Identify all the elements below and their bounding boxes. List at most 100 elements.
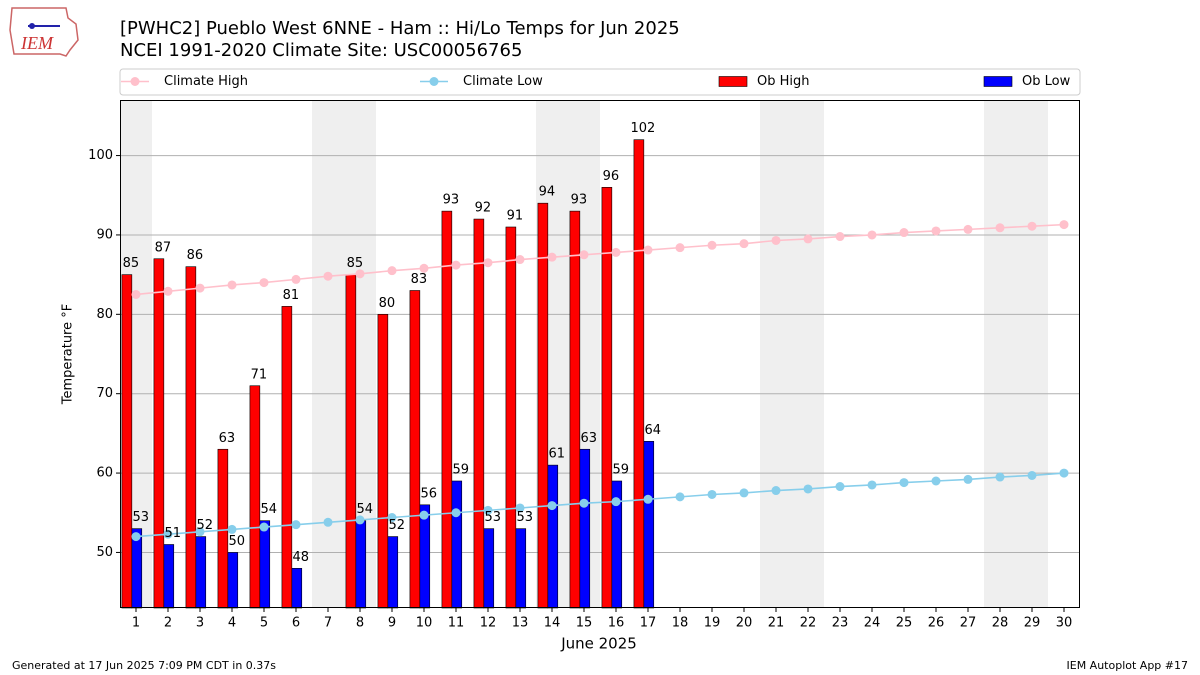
data-label: 85 [123,256,140,271]
bar [633,139,645,609]
chart-subtitle: NCEI 1991-2020 Climate Site: USC00056765 [120,40,522,61]
line-marker [355,269,365,279]
line-marker [867,230,877,240]
line-marker [931,226,941,236]
x-tick-label: 18 [672,616,689,631]
x-tick-label: 8 [356,616,364,631]
bar [355,520,367,609]
line-marker [1059,220,1069,230]
line-marker [515,503,525,513]
data-label: 96 [603,169,620,184]
bar [163,544,175,609]
y-tick-label: 70 [96,386,113,401]
bar [579,448,591,609]
logo-outline [9,7,79,57]
logo: IEM [9,7,79,57]
line-marker [995,472,1005,482]
line-marker [483,505,493,515]
data-label: 85 [347,256,364,271]
line-marker [387,513,397,523]
x-tick-label: 23 [832,616,849,631]
y-tick-label: 100 [88,148,113,163]
x-tick-label: 17 [640,616,657,631]
x-tick-label: 19 [704,616,721,631]
line-marker [195,527,205,537]
x-tick-label: 7 [324,616,332,631]
data-label: 81 [283,288,300,303]
line-marker [483,258,493,268]
data-label: 53 [133,510,150,525]
data-label: 61 [549,447,566,462]
logo-text: IEM [20,33,54,53]
line-marker [131,532,141,542]
line-marker [643,494,653,504]
line-marker [547,501,557,511]
bar [185,266,197,609]
data-label: 48 [293,550,310,565]
data-label: 53 [517,510,534,525]
bar [409,290,421,609]
x-tick-label: 14 [544,616,561,631]
line-marker [675,492,685,502]
line-marker [227,524,237,534]
legend-marker [130,77,140,86]
line-marker [675,243,685,253]
line-marker [259,278,269,288]
line-marker [963,224,973,234]
line-marker [707,489,717,499]
line-marker [227,280,237,290]
legend [119,68,1081,96]
x-tick-label: 2 [164,616,172,631]
bar [377,314,389,609]
data-label: 86 [187,248,204,263]
line-marker [163,286,173,296]
data-label: 51 [165,526,182,541]
line-marker [611,247,621,257]
bar [259,520,271,609]
weekend-shade [984,100,1016,608]
weekend-shade [1016,100,1048,608]
line-marker [1027,221,1037,231]
bar [441,210,453,609]
data-label: 59 [453,463,470,478]
bar [419,504,431,609]
line-marker [1059,468,1069,478]
x-tick-label: 22 [800,616,817,631]
plot-frame [120,100,1080,608]
data-label: 54 [261,502,278,517]
bar [451,480,463,609]
line-marker [163,529,173,539]
legend-swatch [718,76,748,87]
line-marker [739,488,749,498]
legend-label: Climate High [164,74,248,89]
data-label: 53 [485,510,502,525]
bar [505,226,517,609]
line-marker [611,497,621,507]
data-label: 71 [251,367,268,382]
bar [217,448,229,609]
bar [121,274,133,609]
data-label: 54 [357,502,374,517]
bar [153,258,165,609]
line [135,223,1065,296]
bar [387,536,399,609]
x-tick-label: 27 [960,616,977,631]
x-tick-label: 21 [768,616,785,631]
line [135,472,1065,538]
data-label: 63 [581,431,598,446]
footer-right: IEM Autoplot App #17 [1067,659,1189,672]
data-label: 56 [421,486,438,501]
line-marker [995,223,1005,233]
data-label: 94 [539,185,556,200]
line-marker [579,498,589,508]
weekend-shade [792,100,824,608]
line-marker [803,484,813,494]
bar [473,218,485,609]
data-label: 64 [645,423,662,438]
bar [195,536,207,609]
line-marker [419,510,429,520]
data-label: 92 [475,201,492,216]
data-label: 93 [443,193,460,208]
line-marker [739,239,749,249]
